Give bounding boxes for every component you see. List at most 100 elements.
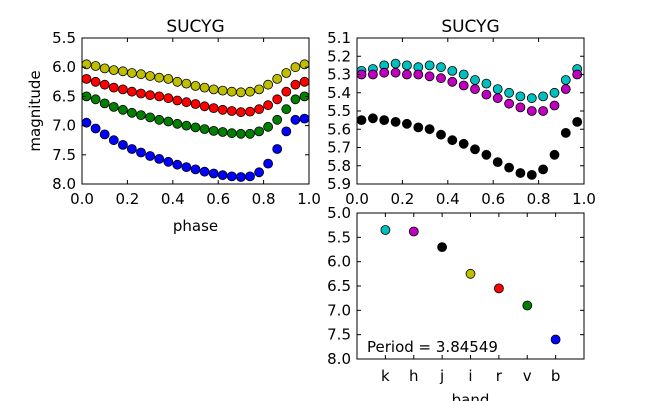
- data-point-i: [172, 76, 183, 87]
- data-point-h: [458, 80, 469, 91]
- data-point-i: [199, 82, 210, 93]
- data-point-b: [281, 126, 292, 137]
- y-tick-label: 5.6: [327, 120, 351, 138]
- y-tick-label: 5.8: [327, 157, 351, 175]
- data-point-i: [272, 74, 283, 84]
- data-point-v: [163, 116, 174, 127]
- data-point-b: [181, 162, 192, 173]
- data-point-v: [154, 114, 165, 125]
- data-point-b: [126, 144, 137, 154]
- data-point-v: [136, 110, 146, 120]
- x-tick-label: 0.4: [161, 190, 185, 208]
- x-tick-label: j: [439, 367, 444, 385]
- data-point-b: [272, 144, 283, 154]
- data-point-h: [436, 73, 446, 84]
- data-point-j: [481, 149, 492, 160]
- data-point-k: [560, 75, 571, 85]
- data-point-v: [172, 118, 183, 129]
- data-point-j: [515, 168, 526, 178]
- data-point-k: [515, 91, 526, 102]
- data-point-r: [199, 101, 210, 112]
- x-tick-label: h: [409, 367, 419, 385]
- data-point-h: [424, 71, 435, 82]
- data-point-h: [492, 93, 503, 104]
- data-point-v: [245, 128, 255, 139]
- plot-frame: [81, 37, 310, 185]
- band-mean-point-i: [465, 268, 476, 279]
- phase-magnitude-panel: 5.5 6.0 6.5 7.0 7.5 8.00.0 0.2 0.4 0.6 0.8 1.0 SUC…: [26, 17, 321, 235]
- band-mean-point-b: [550, 334, 561, 345]
- y-tick-label: 5.9: [327, 175, 351, 193]
- data-point-i: [136, 69, 146, 80]
- data-point-r: [208, 103, 219, 113]
- data-point-k: [549, 87, 560, 98]
- y-tick-label: 7.0: [327, 301, 351, 319]
- data-point-j: [367, 113, 378, 124]
- data-point-r: [272, 94, 283, 105]
- data-point-k: [447, 66, 458, 76]
- data-point-b: [190, 164, 201, 175]
- data-point-k: [458, 69, 469, 80]
- data-point-v: [281, 104, 292, 115]
- data-point-i: [90, 61, 101, 71]
- data-point-j: [390, 117, 401, 127]
- data-point-j: [401, 118, 412, 129]
- data-point-r: [217, 104, 228, 115]
- x-tick-label: v: [523, 367, 532, 385]
- x-tick-label: 0.6: [206, 190, 230, 208]
- data-point-b: [299, 113, 310, 124]
- data-point-k: [401, 60, 412, 71]
- data-point-j: [356, 115, 367, 125]
- data-point-j: [538, 164, 548, 175]
- data-point-i: [245, 86, 255, 97]
- x-tick-label: 1.0: [572, 190, 596, 208]
- data-point-i: [108, 65, 119, 75]
- data-point-r: [290, 79, 301, 90]
- data-point-i: [126, 68, 137, 78]
- y-tick-label: 6.5: [52, 87, 76, 105]
- x-tick-label: 0.8: [527, 190, 551, 208]
- plot-area: [357, 213, 584, 359]
- x-tick-label: 0.8: [252, 190, 276, 208]
- data-point-j: [379, 115, 390, 125]
- data-point-j: [424, 124, 435, 135]
- data-point-i: [118, 66, 128, 77]
- data-point-b: [208, 168, 219, 179]
- data-point-j: [526, 169, 537, 180]
- y-tick-label: 5.1: [327, 29, 351, 47]
- data-point-k: [436, 62, 446, 73]
- data-point-b: [254, 167, 265, 178]
- data-point-b: [163, 156, 174, 167]
- data-point-v: [208, 125, 219, 136]
- band-mean-point-j: [437, 242, 448, 253]
- data-point-r: [126, 86, 137, 97]
- data-point-i: [254, 84, 265, 95]
- data-point-r: [181, 97, 192, 108]
- y-tick-label: 5.5: [52, 29, 76, 47]
- data-point-b: [118, 139, 128, 150]
- data-point-r: [136, 88, 146, 99]
- x-tick-label: 0.2: [115, 190, 139, 208]
- data-point-v: [190, 122, 201, 133]
- y-tick-label: 7.0: [52, 117, 76, 135]
- y-tick-label: 6.0: [52, 58, 76, 76]
- data-markers: [380, 225, 561, 345]
- data-point-i: [290, 62, 301, 73]
- y-tick-label: 5.2: [327, 47, 351, 65]
- x-tick-label: 0.2: [390, 190, 414, 208]
- data-point-v: [181, 120, 192, 131]
- y-tick-label: 5.4: [327, 84, 351, 102]
- data-point-k: [424, 60, 435, 71]
- data-point-i: [281, 68, 292, 78]
- data-point-v: [126, 107, 137, 118]
- data-point-r: [154, 91, 165, 102]
- data-point-v: [99, 98, 110, 109]
- y-tick-label: 5.7: [327, 139, 351, 157]
- data-point-h: [526, 106, 537, 116]
- data-point-h: [390, 67, 401, 78]
- data-point-v: [145, 112, 156, 123]
- data-point-h: [549, 100, 560, 111]
- data-point-i: [263, 79, 274, 90]
- data-point-j: [549, 149, 560, 160]
- y-tick-label: 5.5: [327, 102, 351, 120]
